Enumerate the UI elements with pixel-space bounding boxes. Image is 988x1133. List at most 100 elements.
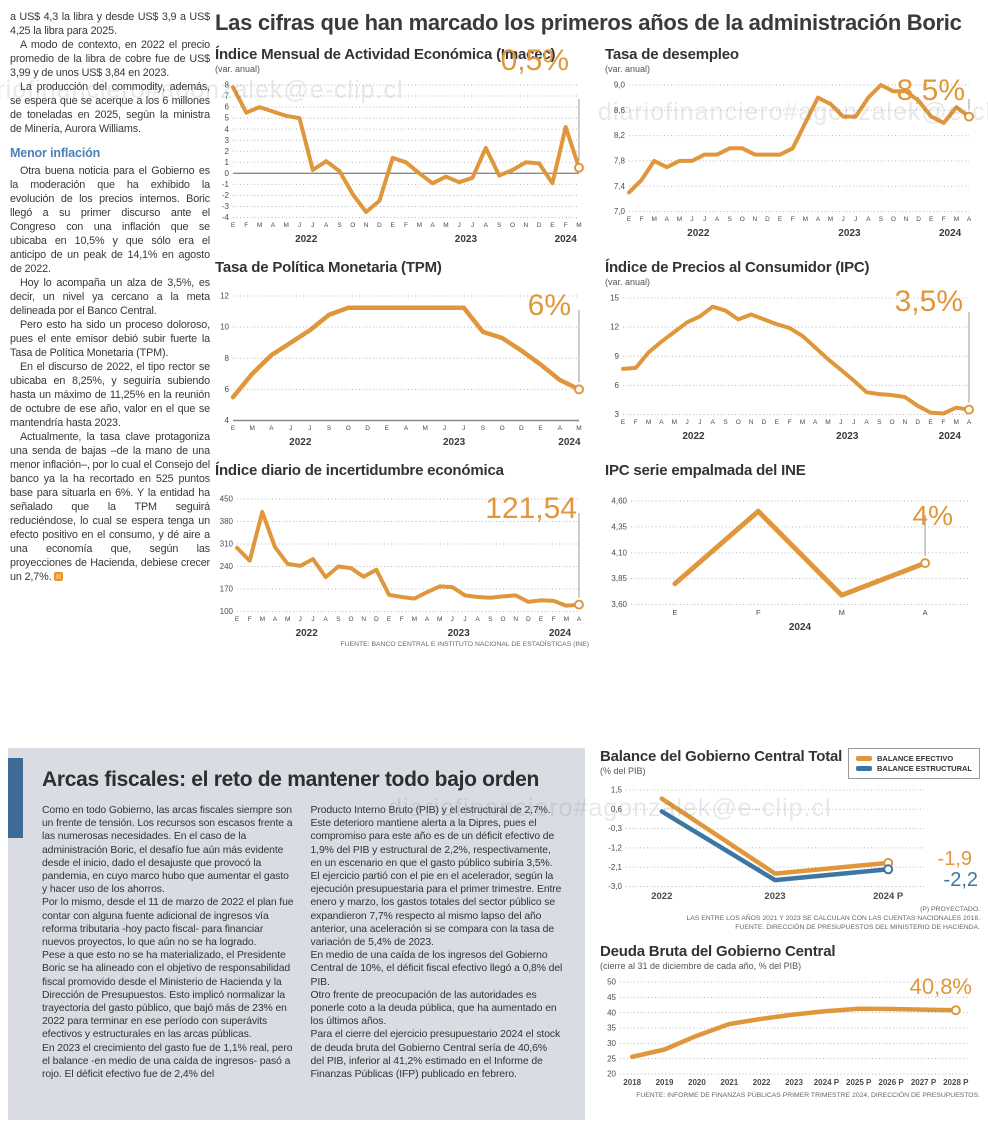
incertidumbre-chart: 450 380 310 240 170 100 E F M A M J J A S O N D E F M A M J J A S O…: [215, 491, 589, 639]
fiscal-paragraph: Pese a que esto no se ha materializado, …: [42, 950, 291, 1041]
fiscal-column-1: Como en todo Gobierno, las arcas fiscale…: [42, 804, 295, 1081]
svg-text:E: E: [775, 419, 780, 426]
svg-text:S: S: [327, 425, 332, 432]
svg-text:9: 9: [615, 352, 620, 361]
svg-text:45: 45: [607, 993, 616, 1002]
svg-text:8: 8: [225, 81, 230, 90]
svg-text:1: 1: [225, 158, 230, 167]
svg-text:J: J: [839, 419, 842, 426]
svg-text:M: M: [576, 425, 581, 432]
svg-text:S: S: [723, 419, 728, 426]
chart-footnote: FUENTE: DIRECCIÓN DE PRESUPUESTOS DEL MI…: [735, 924, 980, 931]
svg-text:2022: 2022: [687, 228, 710, 239]
svg-text:0,6: 0,6: [611, 805, 623, 814]
svg-text:6: 6: [615, 381, 620, 390]
article-subhead: Menor inflación: [10, 146, 101, 161]
svg-text:-1: -1: [222, 180, 230, 189]
svg-text:D: D: [365, 425, 370, 432]
svg-text:N: N: [523, 222, 528, 229]
svg-text:M: M: [576, 222, 581, 229]
svg-text:2023: 2023: [764, 891, 785, 902]
svg-text:A: A: [476, 616, 481, 623]
fiscal-section: Arcas fiscales: el reto de mantener todo…: [8, 748, 980, 1120]
svg-text:J: J: [299, 616, 302, 623]
svg-text:20: 20: [607, 1070, 616, 1079]
fiscal-paragraph: En 2023 el crecimiento del gasto fue de …: [42, 1042, 293, 1081]
chart-card-tpm: Tasa de Política Monetaria (TPM) 12 10 8 6 4…: [215, 259, 589, 448]
article-paragraph: La producción del commodity, además, se …: [10, 81, 210, 136]
svg-text:F: F: [791, 216, 795, 223]
fiscal-paragraph: En medio de una caída de los ingresos de…: [310, 950, 563, 988]
svg-text:O: O: [350, 222, 355, 229]
svg-text:A: A: [404, 425, 409, 432]
balance-chart: 1,5 0,6 -0,3 -1,2 -2,1 -3,0 2022 2023 2024 P -1,…: [600, 782, 980, 904]
fiscal-paragraph: Para el cierre del ejercicio presupuesta…: [310, 1029, 561, 1081]
chart-subtitle: (% del PIB): [600, 766, 646, 776]
chart-title: Deuda Bruta del Gobierno Central: [600, 943, 836, 960]
svg-text:O: O: [740, 216, 745, 223]
deuda-callout: 40,8%: [909, 974, 972, 999]
svg-text:M: M: [437, 616, 442, 623]
legend-item-estructural: BALANCE ESTRUCTURAL: [856, 764, 972, 773]
svg-text:30: 30: [607, 1039, 616, 1048]
svg-text:2024: 2024: [555, 234, 578, 245]
balance-legend: BALANCE EFECTIVO BALANCE ESTRUCTURAL: [848, 748, 980, 779]
svg-text:A: A: [816, 216, 821, 223]
article-paragraph: Hoy lo acompaña un alza de 3,5%, es deci…: [10, 276, 210, 317]
svg-text:-1,2: -1,2: [608, 844, 622, 853]
svg-text:240: 240: [220, 562, 234, 571]
article-paragraph: Actualmente, la tasa clave protagoniza u…: [10, 431, 210, 584]
svg-text:J: J: [308, 425, 311, 432]
chart-source: FUENTE: INFORME DE FINANZAS PÚBLICAS PRI…: [636, 1092, 980, 1099]
svg-text:2023: 2023: [785, 1078, 803, 1087]
svg-text:4,10: 4,10: [611, 548, 627, 557]
svg-text:4: 4: [225, 416, 230, 425]
svg-text:J: J: [685, 419, 688, 426]
svg-text:F: F: [640, 216, 644, 223]
fiscal-title: Arcas fiscales: el reto de mantener todo…: [42, 768, 540, 791]
svg-text:4,35: 4,35: [611, 522, 627, 531]
svg-text:2024: 2024: [789, 622, 812, 633]
svg-text:N: N: [753, 216, 758, 223]
fiscal-text-panel: Arcas fiscales: el reto de mantener todo…: [8, 748, 585, 1120]
svg-text:M: M: [646, 419, 651, 426]
svg-text:2022: 2022: [682, 431, 705, 442]
svg-text:F: F: [552, 616, 556, 623]
svg-text:50: 50: [607, 978, 616, 987]
svg-text:M: M: [249, 425, 254, 432]
legend-label: BALANCE EFECTIVO: [877, 754, 954, 763]
svg-text:M: M: [443, 222, 448, 229]
chart-card-desempleo: Tasa de desempleo (var. anual) 9,0 8,6 8,2…: [605, 46, 979, 245]
svg-text:J: J: [443, 425, 446, 432]
svg-text:D: D: [377, 222, 382, 229]
svg-text:E: E: [928, 419, 933, 426]
svg-text:D: D: [374, 616, 379, 623]
svg-text:M: M: [825, 419, 830, 426]
svg-text:9,0: 9,0: [614, 81, 626, 90]
svg-text:M: M: [954, 216, 959, 223]
svg-text:O: O: [348, 616, 353, 623]
svg-text:M: M: [285, 616, 290, 623]
svg-text:3: 3: [225, 136, 230, 145]
fiscal-paragraph: Otro frente de preocupación de las autor…: [310, 989, 557, 1028]
svg-text:E: E: [929, 216, 934, 223]
chart-card-ipc: Índice de Precios al Consumidor (IPC) (v…: [605, 259, 979, 448]
svg-text:A: A: [324, 616, 329, 623]
charts-section: Las cifras que han marcado los primeros …: [215, 10, 980, 648]
page-title: Las cifras que han marcado los primeros …: [215, 10, 962, 35]
svg-text:M: M: [839, 608, 845, 617]
svg-text:E: E: [385, 425, 390, 432]
fiscal-paragraph: El ejercicio partió con el pie en el ace…: [310, 871, 562, 949]
svg-text:F: F: [756, 608, 761, 617]
svg-text:A: A: [269, 425, 274, 432]
svg-text:E: E: [387, 616, 392, 623]
svg-text:35: 35: [607, 1024, 616, 1033]
svg-text:J: J: [841, 216, 844, 223]
chart-card-deuda: Deuda Bruta del Gobierno Central (cierre…: [600, 943, 980, 1099]
svg-text:M: M: [283, 222, 288, 229]
svg-text:E: E: [778, 216, 783, 223]
svg-text:F: F: [942, 216, 946, 223]
svg-text:2019: 2019: [656, 1078, 674, 1087]
svg-text:J: J: [289, 425, 292, 432]
svg-text:A: A: [665, 216, 670, 223]
